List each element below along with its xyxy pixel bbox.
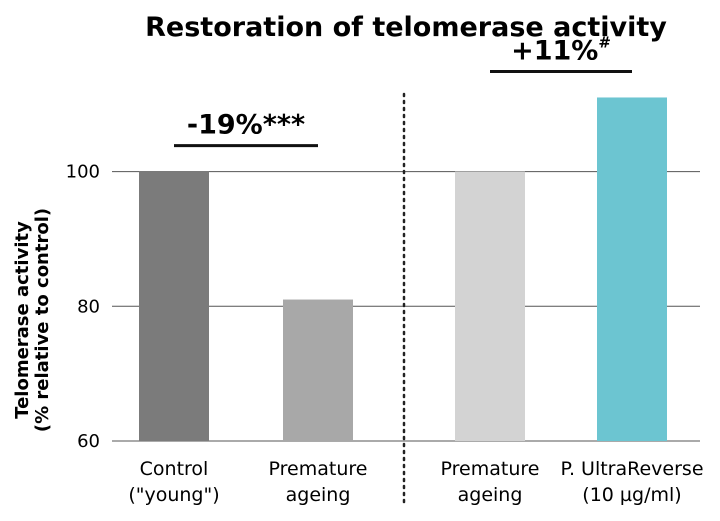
y-tick-label: 100 — [66, 162, 100, 183]
x-category-label: Control — [140, 458, 209, 480]
bar — [597, 97, 667, 442]
annotations: -19%*** +11%# — [174, 33, 632, 148]
y-axis-label-line1: Telomerase activity — [12, 221, 33, 419]
x-category-label: (10 µg/ml) — [582, 484, 681, 506]
y-tick-label: 80 — [77, 296, 100, 317]
x-category-label: P. UltraReverse — [560, 458, 703, 480]
bar — [139, 171, 209, 441]
bar — [283, 299, 353, 441]
annotation-label: +11%# — [511, 33, 611, 66]
bar — [455, 171, 525, 441]
y-axis-label-line2: (% relative to control) — [32, 208, 53, 432]
annotation-text: +11% — [511, 35, 598, 66]
x-category-labels: Control ("young") Premature ageing Premature… — [128, 458, 703, 506]
chart-title: Restoration of telomerase activity — [145, 12, 667, 43]
x-category-label: ageing — [286, 484, 351, 506]
bars — [139, 97, 667, 442]
annotation-text: -19%*** — [187, 110, 305, 141]
y-axis-label: Telomerase activity (% relative to contr… — [12, 208, 53, 432]
y-tick-label: 60 — [77, 431, 100, 452]
x-category-label: ageing — [458, 484, 523, 506]
annotation-label: -19%*** — [187, 110, 305, 141]
x-category-label: Premature — [269, 458, 368, 480]
x-category-label: ("young") — [128, 484, 219, 506]
x-category-label: Premature — [441, 458, 540, 480]
y-tick-labels: 60 80 100 — [66, 162, 100, 452]
annotation-superscript: # — [598, 33, 611, 51]
